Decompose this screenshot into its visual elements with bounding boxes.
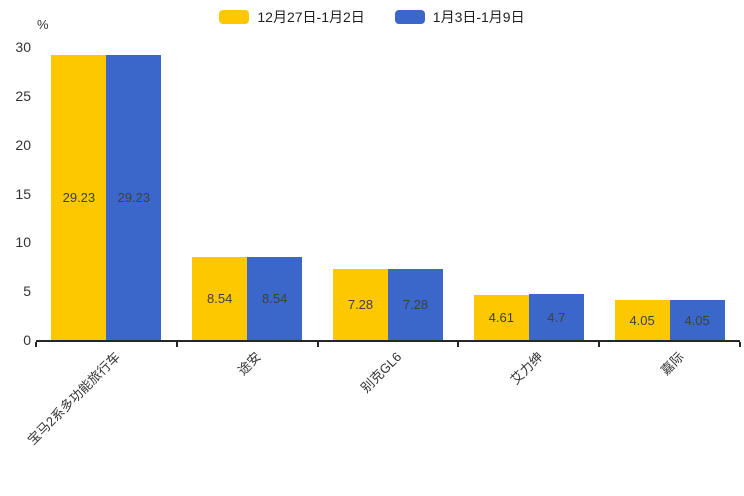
bar-value-label: 29.23 [117,189,151,205]
bar-途安-series-2: 8.54 [247,256,303,340]
y-tick-label: 30 [15,39,31,55]
legend-item-series-1[interactable]: 12月27日-1月2日 [219,7,365,27]
bar-别克GL6-series-1: 7.28 [333,268,388,340]
y-tick-label: 5 [23,283,31,300]
y-tick-label: 20 [15,136,31,153]
y-tick-label: 10 [15,234,31,251]
legend-item-series-2[interactable]: 1月3日-1月9日 [394,7,525,27]
x-axis-line [36,340,740,342]
bar-value-label: 8.54 [262,290,288,306]
y-tick-label: 15 [15,185,31,202]
bar-艾力绅-series-1: 4.61 [473,294,529,340]
bar-别克GL6-series-2: 7.28 [388,268,443,340]
y-tick-label: 0 [23,332,31,348]
x-axis-tick [598,342,601,347]
legend-label: 12月27日-1月2日 [257,9,365,25]
legend-swatch-icon [394,10,425,24]
x-category-label: 宝马2系多功能旅行车 [24,349,124,448]
x-axis-tick [175,342,178,347]
bar-value-label: 7.28 [402,296,429,312]
chart-legend: 12月27日-1月2日 1月3日-1月9日 [0,7,744,27]
bar-value-label: 4.05 [684,312,710,328]
bar-value-label: 7.28 [347,296,374,312]
x-axis-tick [35,342,37,347]
bar-宝马2系多功能旅行车-series-1: 29.23 [51,54,107,340]
bar-途安-series-1: 8.54 [192,256,248,340]
bar-value-label: 4.7 [547,309,566,325]
bar-艾力绅-series-2: 4.7 [528,294,584,340]
x-axis-tick [316,342,319,347]
bar-value-label: 4.05 [629,312,655,328]
x-category-label: 嘉际 [657,349,687,379]
legend-swatch-icon [219,10,250,24]
bar-value-label: 8.54 [207,290,233,306]
x-category-label: 艾力绅 [507,349,546,388]
x-category-label: 途安 [234,349,264,379]
x-axis-tick [739,342,741,347]
bar-嘉际-series-1: 4.05 [614,300,670,340]
y-axis-unit-label: % [37,17,49,32]
y-tick-label: 25 [15,87,31,104]
x-axis-tick [457,342,460,347]
bar-宝马2系多功能旅行车-series-2: 29.23 [106,54,162,340]
x-category-label: 别克GL6 [358,349,405,396]
legend-label: 1月3日-1月9日 [432,9,525,25]
bar-嘉际-series-2: 4.05 [669,300,725,340]
bar-value-label: 4.61 [488,309,514,325]
bar-value-label: 29.23 [62,189,96,205]
